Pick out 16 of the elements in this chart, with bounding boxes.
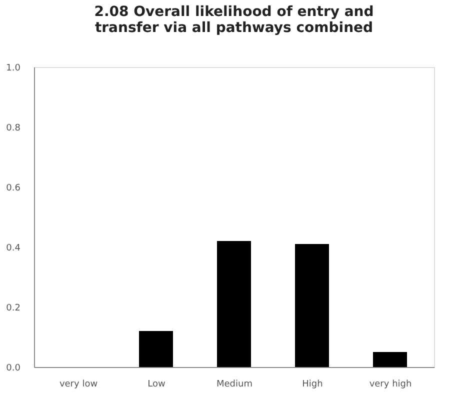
chart-title: 2.08 Overall likelihood of entry and transfer via all pathways combined	[94, 4, 374, 36]
x-tick-label: High	[302, 380, 323, 390]
x-tick-label: Low	[148, 380, 166, 390]
bar	[139, 331, 173, 367]
y-tick-label: 0.0	[6, 364, 21, 374]
y-tick-label: 0.4	[6, 244, 21, 254]
x-tick-label: very low	[59, 380, 98, 390]
bar	[217, 241, 251, 367]
y-tick-label: 1.0	[6, 64, 21, 74]
x-tick-label: very high	[369, 380, 412, 390]
bar	[295, 244, 329, 367]
y-tick-label: 0.2	[6, 304, 20, 314]
y-tick-label: 0.6	[6, 184, 21, 194]
bar	[373, 352, 407, 367]
y-tick-label: 0.8	[6, 124, 21, 134]
x-tick-label: Medium	[216, 380, 252, 390]
